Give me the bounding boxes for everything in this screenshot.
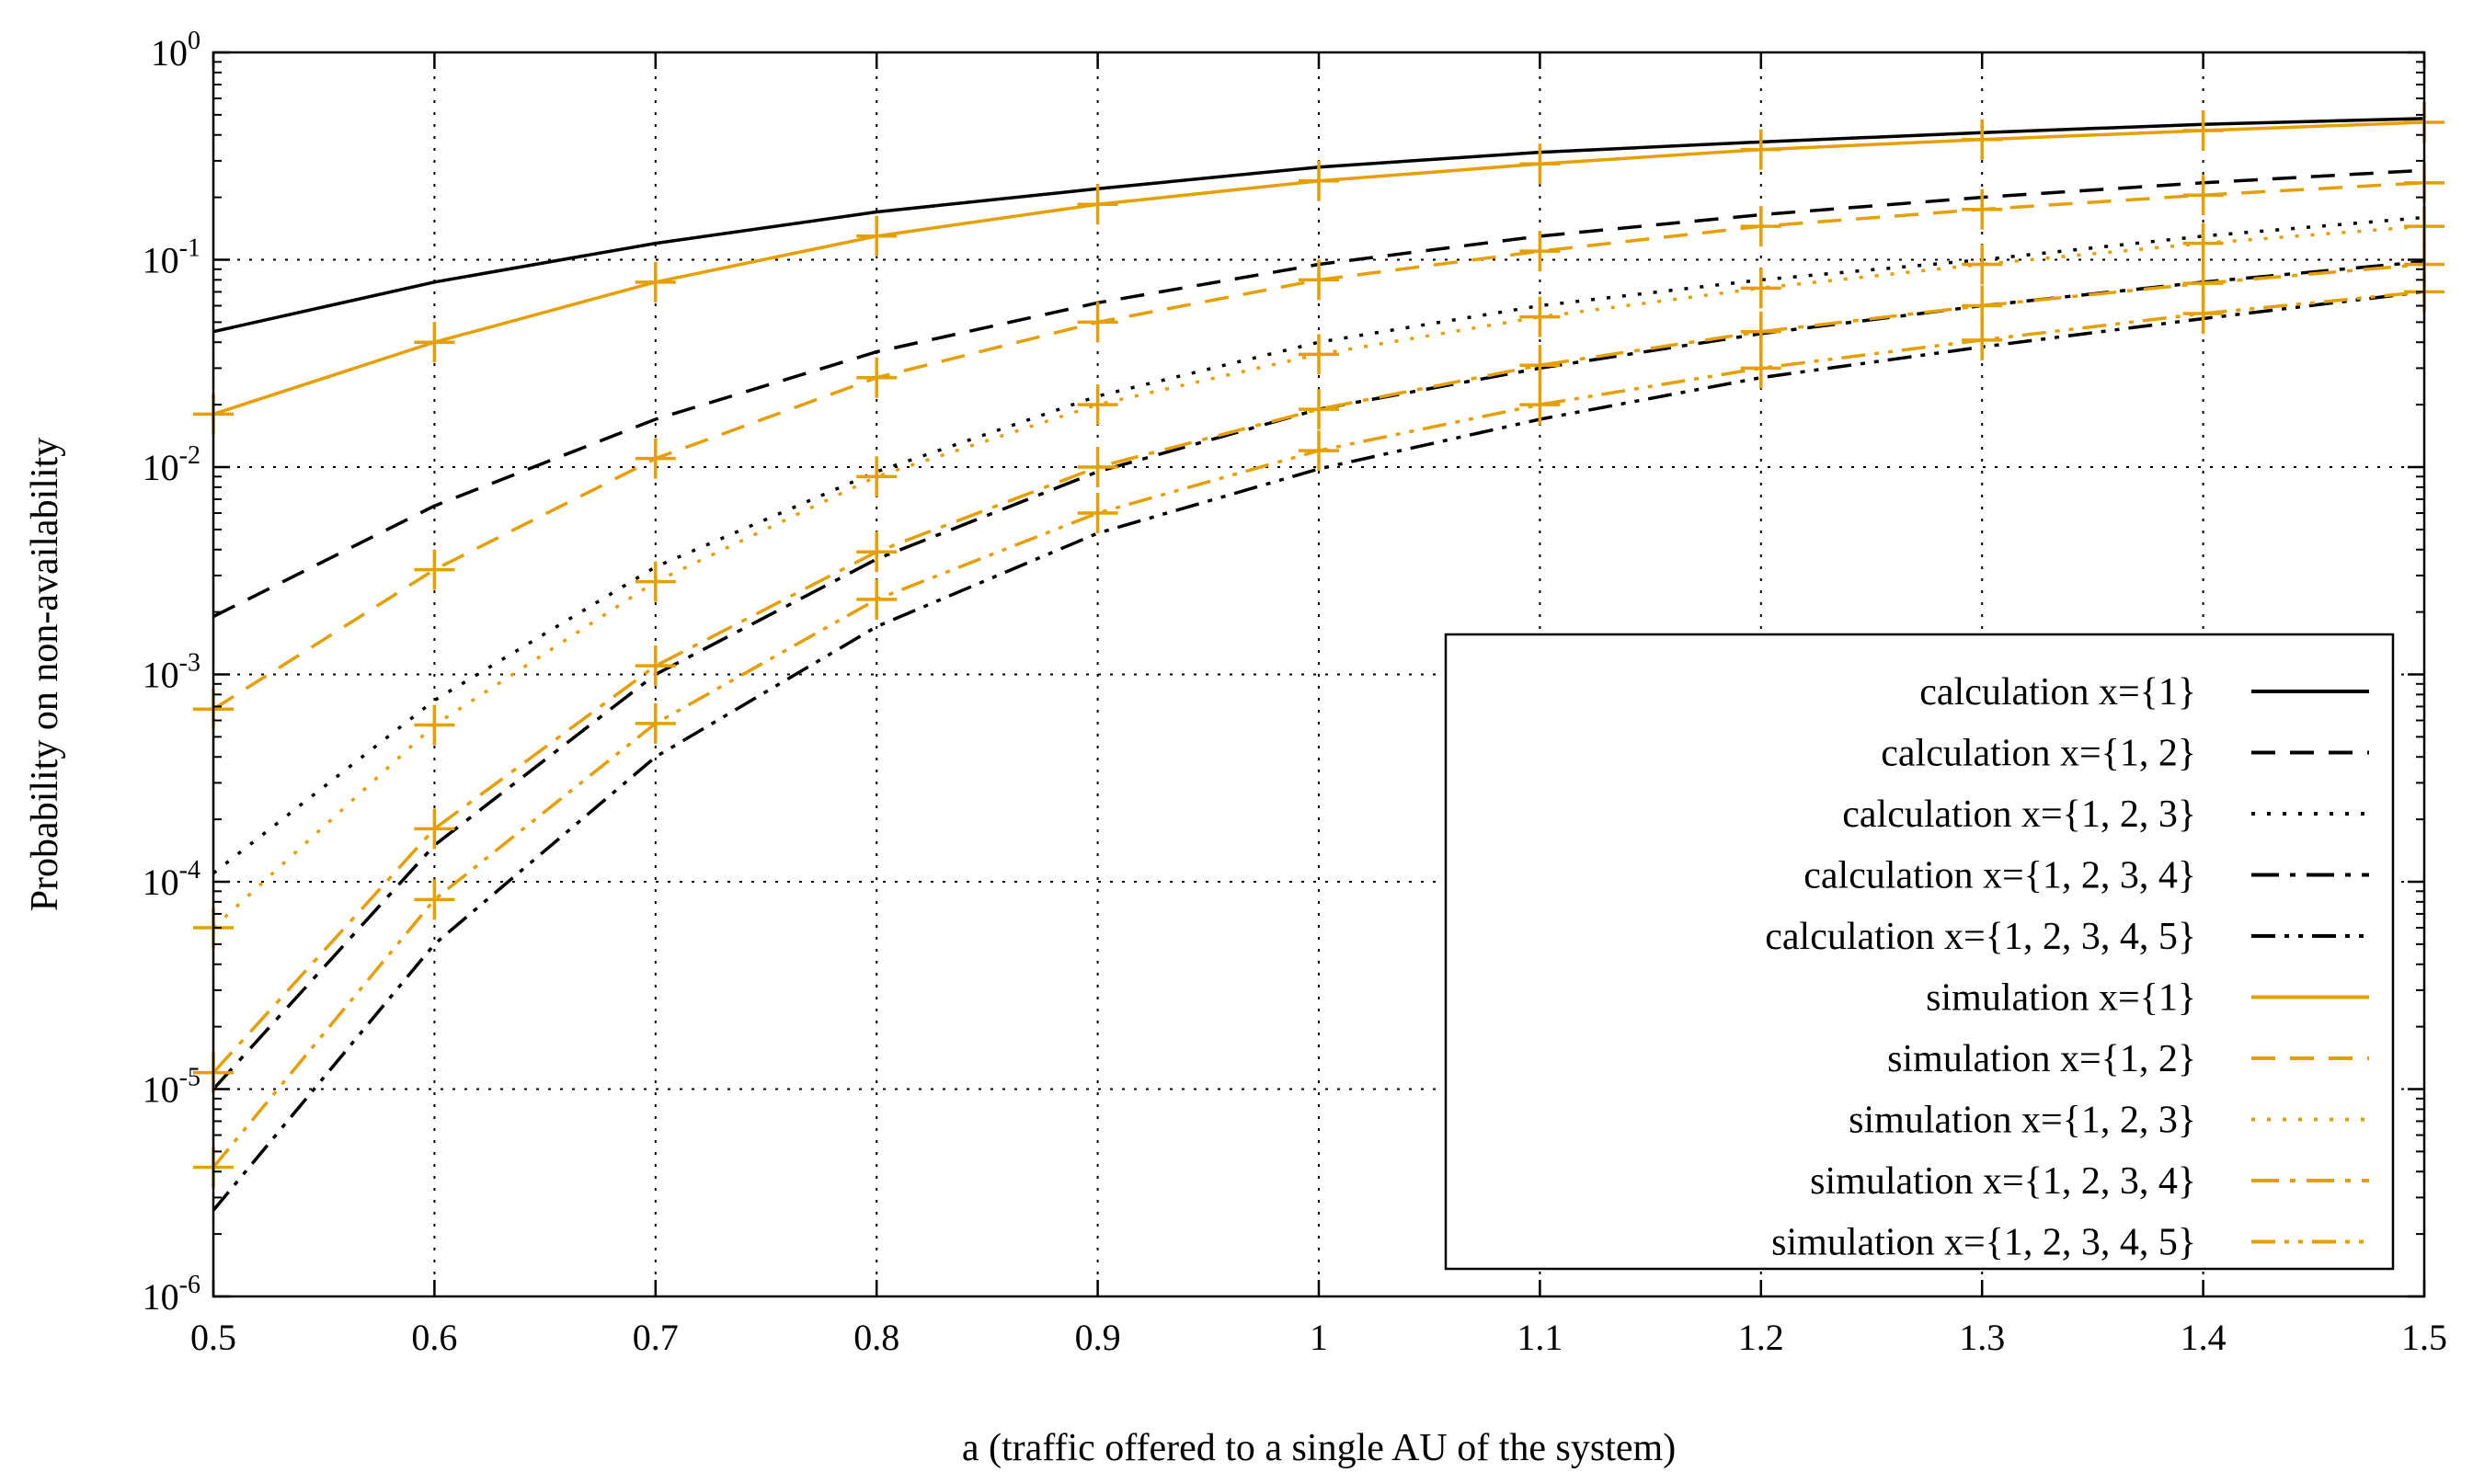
legend-item: calculation x={1, 2, 3, 4} xyxy=(1803,855,2369,897)
data-point-marker xyxy=(414,549,455,590)
x-tick-label: 1 xyxy=(1310,1317,1328,1358)
data-point-marker xyxy=(414,704,455,746)
y-tick-label: 10-4 xyxy=(143,856,200,903)
data-point-marker xyxy=(1519,345,1561,386)
data-point-marker xyxy=(856,357,898,398)
x-tick-label: 0.9 xyxy=(1075,1317,1121,1358)
data-point-marker xyxy=(1077,384,1118,426)
axis-ticks xyxy=(212,51,2426,1298)
series-line-7 xyxy=(212,181,2425,711)
legend-label: calculation x={1, 2} xyxy=(1881,733,2196,775)
x-axis-label: a (traffic offered to a single AU of the… xyxy=(962,1427,1676,1469)
data-point-marker xyxy=(1077,302,1118,343)
data-point-marker xyxy=(635,438,676,479)
legend: calculation x={1} calculation x={1, 2} cal… xyxy=(1444,633,2395,1271)
data-point-marker xyxy=(635,645,676,687)
x-tick-label: 0.8 xyxy=(853,1317,899,1358)
legend-label: calculation x={1, 2, 3, 4, 5} xyxy=(1765,916,2196,958)
legend-item: simulation x={1, 2, 3, 4} xyxy=(1810,1160,2369,1203)
legend-label: simulation x={1, 2, 3} xyxy=(1849,1100,2196,1142)
legend-item: calculation x={1, 2, 3} xyxy=(1842,793,2369,836)
y-tick-label: 10-6 xyxy=(143,1271,200,1318)
data-point-marker xyxy=(414,879,455,920)
y-tick-label: 10-5 xyxy=(143,1064,200,1111)
legend-label: calculation x={1, 2, 3, 4} xyxy=(1803,855,2196,897)
x-tick-labels: 0.5 0.6 0.7 0.8 0.9 1 1.1 1.2 1.3 1.4 1.5 xyxy=(190,1317,2447,1358)
data-point-marker xyxy=(856,578,898,620)
x-tick-label: 1.2 xyxy=(1738,1317,1784,1358)
series-line-9 xyxy=(212,262,2425,1074)
legend-label: simulation x={1, 2, 3, 4, 5} xyxy=(1771,1222,2196,1264)
data-point-marker xyxy=(2182,109,2224,151)
data-point-marker xyxy=(1519,384,1561,426)
data-point-marker xyxy=(1740,268,1781,309)
data-point-marker xyxy=(1962,285,2003,326)
series-line-5 xyxy=(212,290,2425,1212)
data-point-marker xyxy=(1519,231,1561,272)
legend-item: calculation x={1, 2} xyxy=(1881,733,2369,775)
data-point-marker xyxy=(1962,319,2003,360)
legend-item: simulation x={1, 2, 3} xyxy=(1849,1100,2369,1142)
legend-label: simulation x={1, 2, 3, 4} xyxy=(1810,1160,2196,1203)
data-point-marker xyxy=(635,702,676,744)
legend-item: calculation x={1} xyxy=(1919,671,2369,713)
data-point-marker xyxy=(856,531,898,573)
data-point-marker xyxy=(1519,296,1561,337)
legend-label: calculation x={1} xyxy=(1919,671,2196,713)
x-tick-label: 0.7 xyxy=(633,1317,679,1358)
data-point-marker xyxy=(856,215,898,257)
x-tick-label: 1.5 xyxy=(2401,1317,2447,1358)
x-tick-label: 1.4 xyxy=(2181,1317,2227,1358)
data-point-marker xyxy=(1299,259,1339,301)
legend-label: simulation x={1, 2} xyxy=(1887,1038,2196,1080)
data-point-marker xyxy=(1740,311,1781,352)
data-point-marker xyxy=(1077,493,1118,534)
data-point-marker xyxy=(1299,430,1339,472)
legend-item: simulation x={1, 2} xyxy=(1887,1038,2369,1080)
legend-label: calculation x={1, 2, 3} xyxy=(1842,793,2196,836)
data-point-marker xyxy=(1962,188,2003,230)
legend-box xyxy=(1444,633,2395,1271)
y-tick-label: 10-3 xyxy=(143,649,200,696)
legend-item: simulation x={1, 2, 3, 4, 5} xyxy=(1771,1222,2369,1264)
data-point-marker xyxy=(1519,143,1561,185)
data-point-marker xyxy=(635,561,676,602)
data-point-marker xyxy=(1077,447,1118,487)
x-tick-label: 0.6 xyxy=(411,1317,457,1358)
y-tick-label: 10-1 xyxy=(143,234,200,281)
data-point-marker xyxy=(1962,119,2003,160)
data-point-marker xyxy=(1740,206,1781,247)
legend-label: simulation x={1} xyxy=(1926,977,2196,1020)
x-tick-label: 0.5 xyxy=(190,1317,236,1358)
data-point-marker xyxy=(1299,334,1339,375)
y-tick-labels: 10-6 10-5 10-4 10-3 10-2 10-1 100 xyxy=(143,27,200,1318)
data-point-marker xyxy=(1740,129,1781,170)
legend-item: calculation x={1, 2, 3, 4, 5} xyxy=(1765,916,2369,958)
y-axis-label: Probability on non-availability xyxy=(24,438,66,912)
data-point-marker xyxy=(1962,244,2003,285)
data-point-marker xyxy=(1740,348,1781,389)
data-point-marker xyxy=(414,808,455,850)
data-point-marker xyxy=(2182,293,2224,335)
data-point-marker xyxy=(1077,184,1118,225)
data-point-marker xyxy=(2182,175,2224,216)
legend-item: simulation x={1} xyxy=(1926,977,2369,1020)
data-point-marker xyxy=(1299,389,1339,430)
x-tick-label: 1.3 xyxy=(1959,1317,2005,1358)
data-point-marker xyxy=(635,261,676,303)
y-tick-label: 10-2 xyxy=(143,441,200,488)
data-point-marker xyxy=(1299,160,1339,201)
data-point-marker xyxy=(414,322,455,363)
data-point-marker xyxy=(856,456,898,497)
x-tick-label: 1.1 xyxy=(1517,1317,1563,1358)
data-point-marker xyxy=(2182,223,2224,264)
y-tick-label: 100 xyxy=(151,27,200,74)
